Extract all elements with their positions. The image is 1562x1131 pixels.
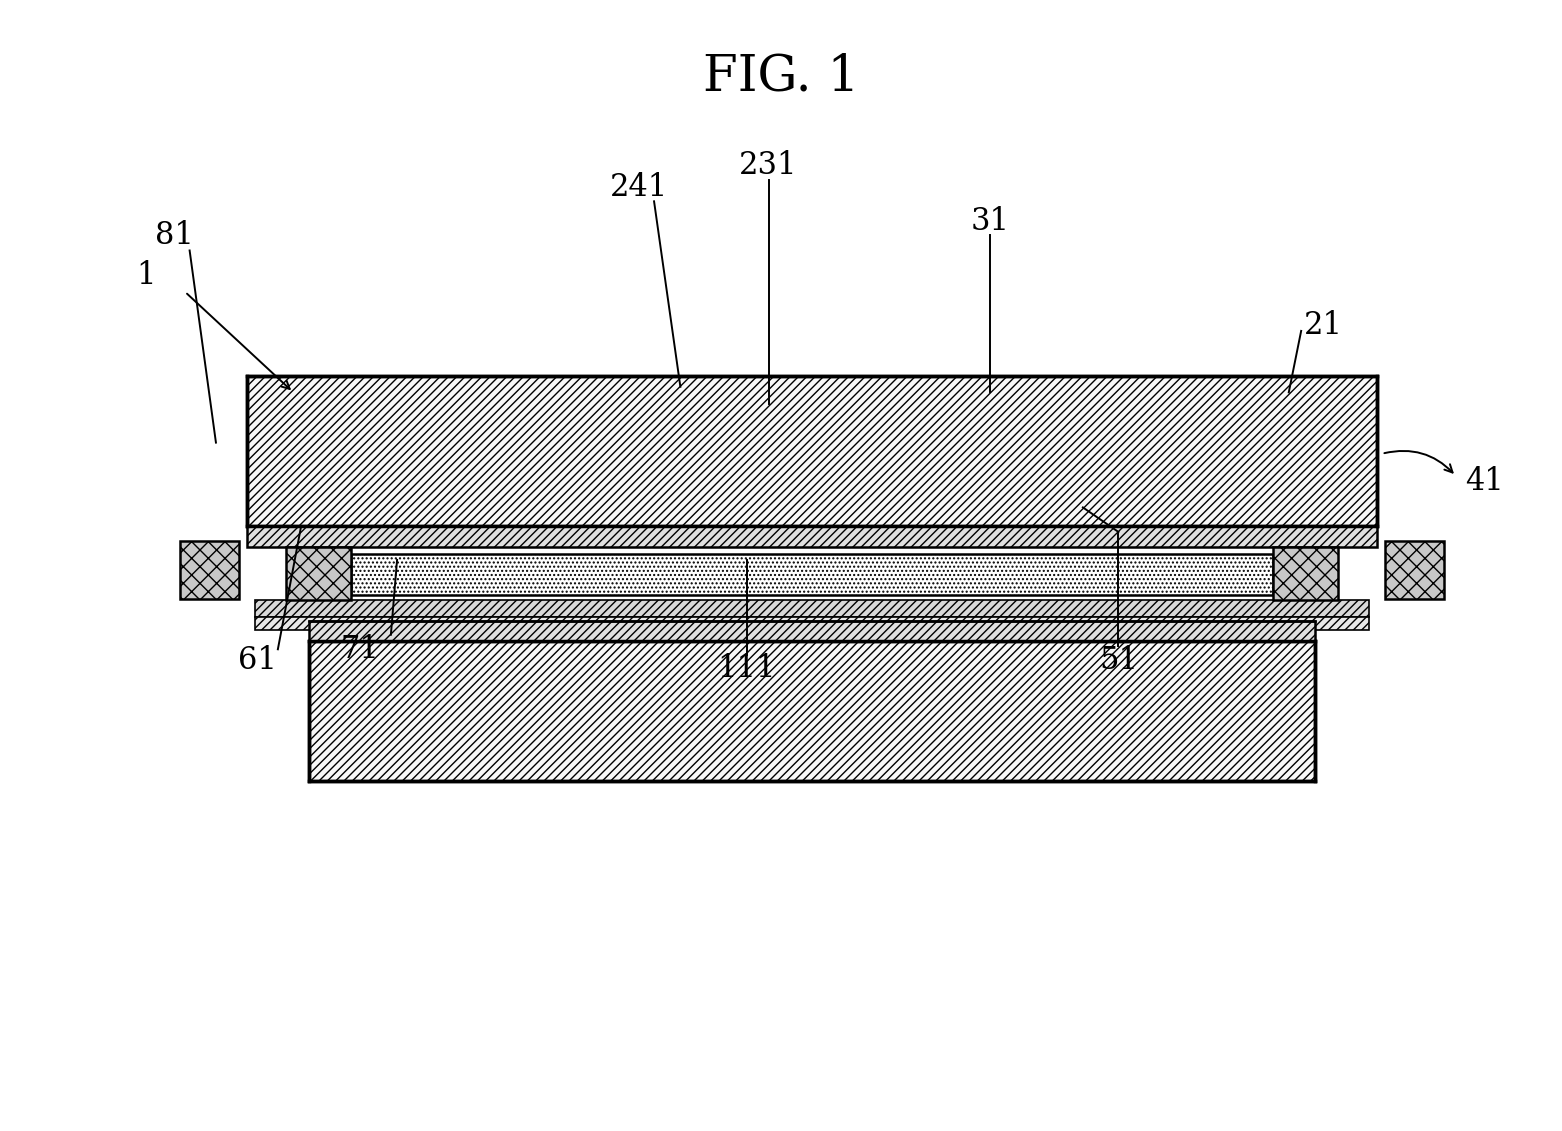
Bar [350,554,1273,595]
Bar [1385,541,1443,599]
Text: FIG. 1: FIG. 1 [703,52,859,101]
Text: 21: 21 [1304,310,1343,340]
Bar [247,375,1378,526]
Bar [309,621,1315,641]
Bar [286,546,350,601]
Text: 41: 41 [1465,466,1504,498]
Text: 1: 1 [136,259,156,291]
Text: 51: 51 [1100,645,1139,676]
Bar [1273,546,1339,601]
Text: 111: 111 [717,653,776,684]
Bar [247,526,1378,546]
Bar [255,616,1370,630]
Text: 71: 71 [341,633,380,665]
Text: 61: 61 [239,645,276,676]
Bar [309,641,1315,782]
Text: 241: 241 [609,172,667,204]
Text: 231: 231 [739,150,798,181]
Bar [180,541,239,599]
Text: 81: 81 [155,221,194,251]
Text: 31: 31 [970,206,1009,236]
Bar [255,601,1370,616]
